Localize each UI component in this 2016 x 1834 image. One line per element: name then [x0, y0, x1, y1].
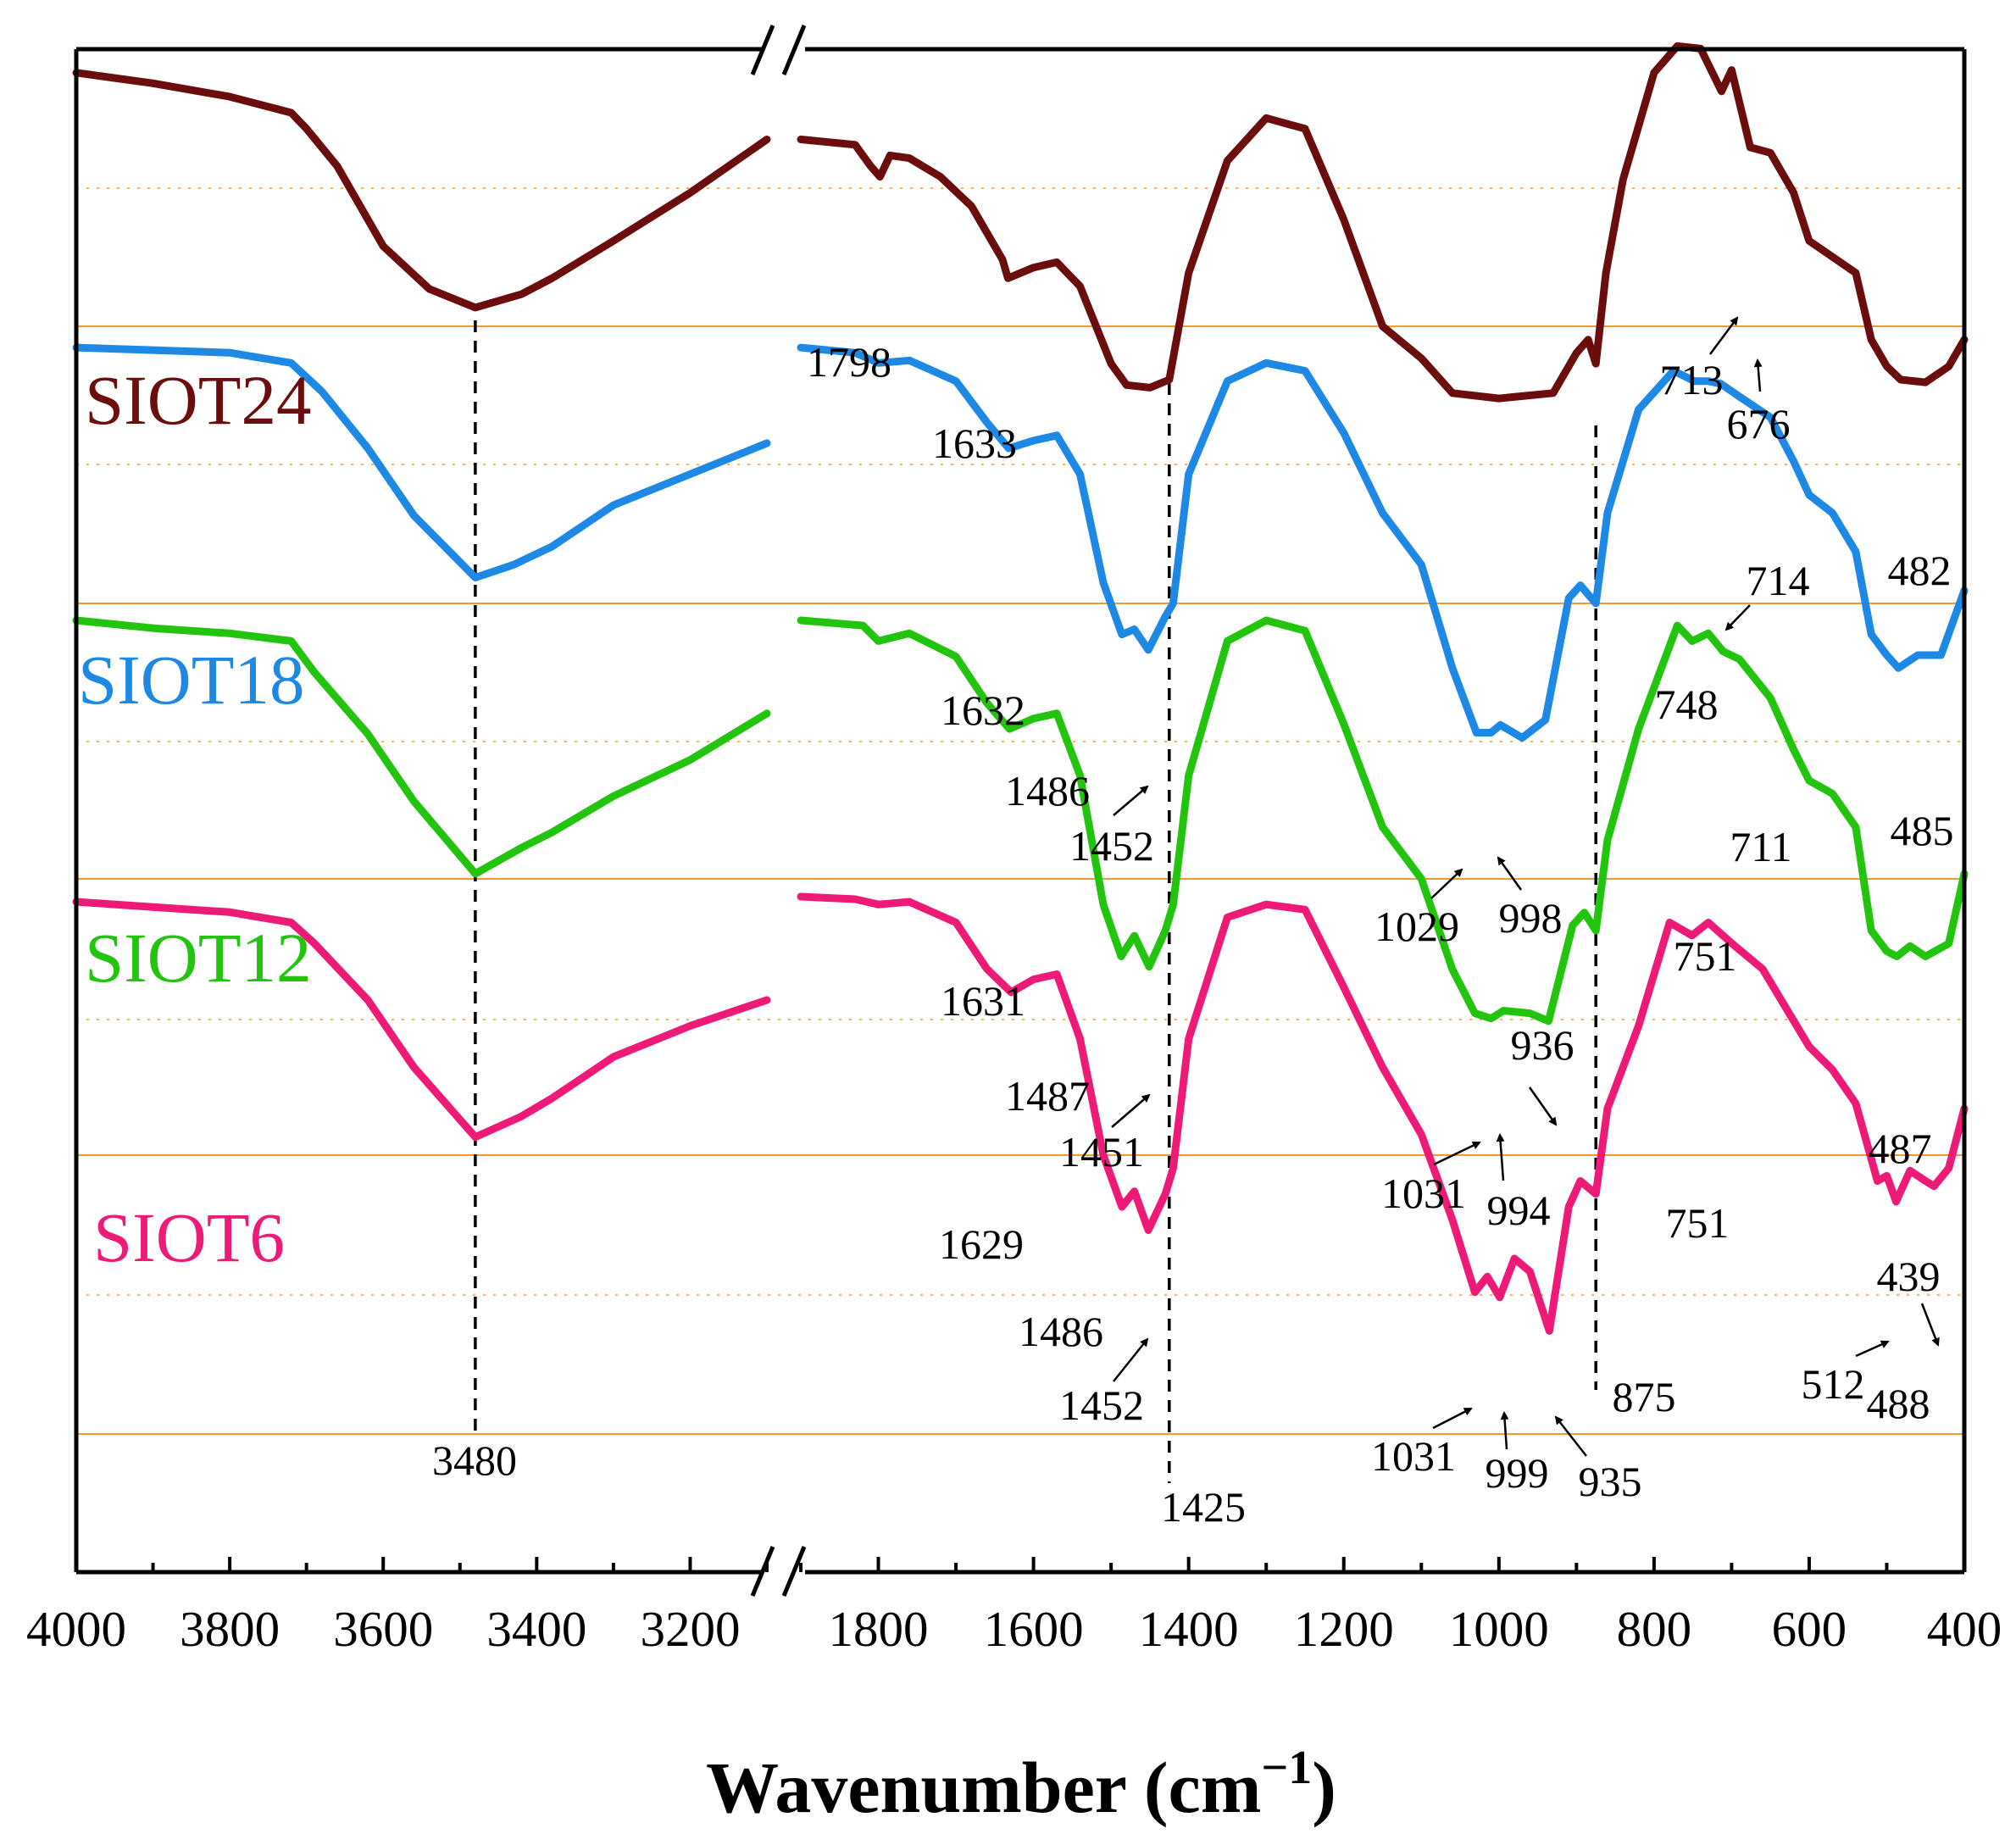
- peak-label-siot18-714: 714: [1747, 557, 1810, 604]
- peak-label-siot12-936: 936: [1511, 1021, 1574, 1069]
- peak-label-siot18-998: 998: [1499, 894, 1563, 942]
- guide-label-875: 875: [1613, 1373, 1676, 1420]
- x-axis-title-text: Wavenumber (cm: [706, 1747, 1261, 1828]
- peak-label-siot12-994: 994: [1487, 1187, 1551, 1234]
- peak-arrow-siot12-936: [1528, 1087, 1558, 1126]
- guide-label-1425: 1425: [1161, 1483, 1246, 1531]
- series-label-siot18: SIOT18: [78, 641, 304, 719]
- series-line-siot24-left: [72, 69, 771, 312]
- series-line-siot12-right: [797, 616, 1969, 1025]
- x-tick-label-4000: 4000: [26, 1601, 126, 1657]
- baselines: [76, 187, 1964, 1435]
- x-axis-title-close: ): [1312, 1747, 1336, 1828]
- x-tick-label-3400: 3400: [486, 1601, 586, 1657]
- axis-break-mark: [750, 1546, 775, 1597]
- peak-arrow-siot6-935: [1554, 1415, 1587, 1457]
- x-tick-label-1600: 1600: [984, 1601, 1084, 1657]
- peak-label-siot6-488: 488: [1867, 1380, 1930, 1427]
- peak-label-siot18-1632: 1632: [941, 686, 1025, 734]
- series-labels: SIOT24 SIOT18 SIOT12 SIOT6: [78, 361, 311, 1276]
- peak-arrow-siot6-1031: [1432, 1407, 1473, 1430]
- series-line-siot24-right: [797, 42, 1969, 403]
- x-axis-ticks: 4000 3800 3600 3400 3200 1800 1600 1400 1200 1000…: [26, 1557, 2002, 1657]
- peak-label-siot12-1631: 1631: [941, 977, 1025, 1025]
- peak-arrow-siot24-713: [1708, 316, 1739, 355]
- series-line-siot18-right: [797, 343, 1969, 742]
- x-tick-label-3800: 3800: [180, 1601, 280, 1657]
- peak-arrow-siot12-994: [1496, 1133, 1505, 1181]
- x-tick-label-1800: 1800: [829, 1601, 929, 1657]
- peak-label-siot24-676: 676: [1727, 400, 1791, 447]
- peak-label-siot24-1798: 1798: [807, 338, 891, 386]
- series-label-siot6: SIOT6: [93, 1198, 285, 1276]
- peak-arrow-siot12-1451: [1111, 1093, 1151, 1128]
- peak-label-siot18-1486: 1486: [1005, 767, 1090, 814]
- peak-label-siot6-1452: 1452: [1059, 1381, 1144, 1429]
- peak-arrow-siot6-999: [1500, 1411, 1509, 1450]
- x-axis-title-sup: −1: [1261, 1742, 1312, 1794]
- x-tick-label-800: 800: [1617, 1601, 1692, 1657]
- series-label-siot24: SIOT24: [85, 361, 311, 439]
- x-tick-label-1400: 1400: [1139, 1601, 1239, 1657]
- peak-label-siot18-1029: 1029: [1375, 903, 1459, 950]
- peak-label-siot24-713: 713: [1660, 356, 1724, 403]
- series-line-siot6-right: [797, 892, 1969, 1335]
- peak-label-siot18-1452: 1452: [1069, 822, 1154, 870]
- peak-arrow-siot6-1452: [1113, 1337, 1149, 1382]
- x-tick-label-1200: 1200: [1294, 1601, 1394, 1657]
- peak-arrow-siot6-439: [1920, 1303, 1940, 1347]
- series-line-siot6-left: [72, 898, 771, 1142]
- peak-arrow-siot18-1452: [1113, 785, 1149, 816]
- peak-label-siot18-485: 485: [1891, 807, 1954, 854]
- axis-break-mark: [781, 25, 807, 75]
- series-group: [72, 42, 1969, 1335]
- peak-label-siot6-935: 935: [1579, 1458, 1642, 1505]
- x-tick-label-400: 400: [1927, 1601, 2002, 1657]
- peak-label-siot12-711: 711: [1730, 823, 1791, 870]
- axis-break-mark: [781, 1546, 807, 1597]
- plot-frame: [74, 25, 1967, 1597]
- x-tick-label-1000: 1000: [1449, 1601, 1549, 1657]
- peak-label-siot18-748: 748: [1655, 681, 1719, 728]
- peak-label-siot6-999: 999: [1486, 1449, 1549, 1497]
- peak-arrow-siot18-998: [1497, 856, 1523, 891]
- x-tick-label-3200: 3200: [640, 1601, 740, 1657]
- x-tick-label-600: 600: [1772, 1601, 1847, 1657]
- peak-arrow-siot12-1031: [1433, 1141, 1481, 1166]
- peak-label-siot24-1633: 1633: [932, 420, 1017, 467]
- x-tick-label-3600: 3600: [333, 1601, 433, 1657]
- peak-label-siot6-751: 751: [1666, 1199, 1730, 1247]
- series-line-siot12-left: [72, 616, 771, 878]
- guide-label-3480: 3480: [432, 1437, 517, 1484]
- peak-label-siot24-482: 482: [1888, 547, 1952, 594]
- series-label-siot12: SIOT12: [85, 919, 311, 997]
- peak-label-siot12-751: 751: [1674, 932, 1737, 980]
- peak-label-siot12-1031: 1031: [1381, 1170, 1466, 1217]
- x-axis-title: Wavenumber (cm−1): [706, 1742, 1336, 1828]
- peak-label-siot6-512: 512: [1802, 1360, 1865, 1408]
- peak-label-siot6-1629: 1629: [939, 1220, 1024, 1268]
- peak-label-siot6-439: 439: [1877, 1253, 1941, 1300]
- axis-break-mark: [750, 25, 775, 75]
- peak-label-siot6-1031: 1031: [1371, 1432, 1456, 1480]
- peak-label-siot12-487: 487: [1869, 1125, 1932, 1172]
- peak-label-siot12-1451: 1451: [1059, 1128, 1144, 1175]
- peak-arrow-siot24-676: [1753, 358, 1763, 392]
- peak-arrow-siot18-1029: [1430, 868, 1463, 899]
- peak-arrow-siot6-512: [1855, 1340, 1890, 1358]
- peak-label-siot12-1487: 1487: [1005, 1072, 1090, 1120]
- peak-arrow-siot18-714: [1724, 604, 1751, 631]
- series-line-siot18-left: [72, 343, 771, 581]
- peak-label-siot6-1486: 1486: [1019, 1308, 1103, 1355]
